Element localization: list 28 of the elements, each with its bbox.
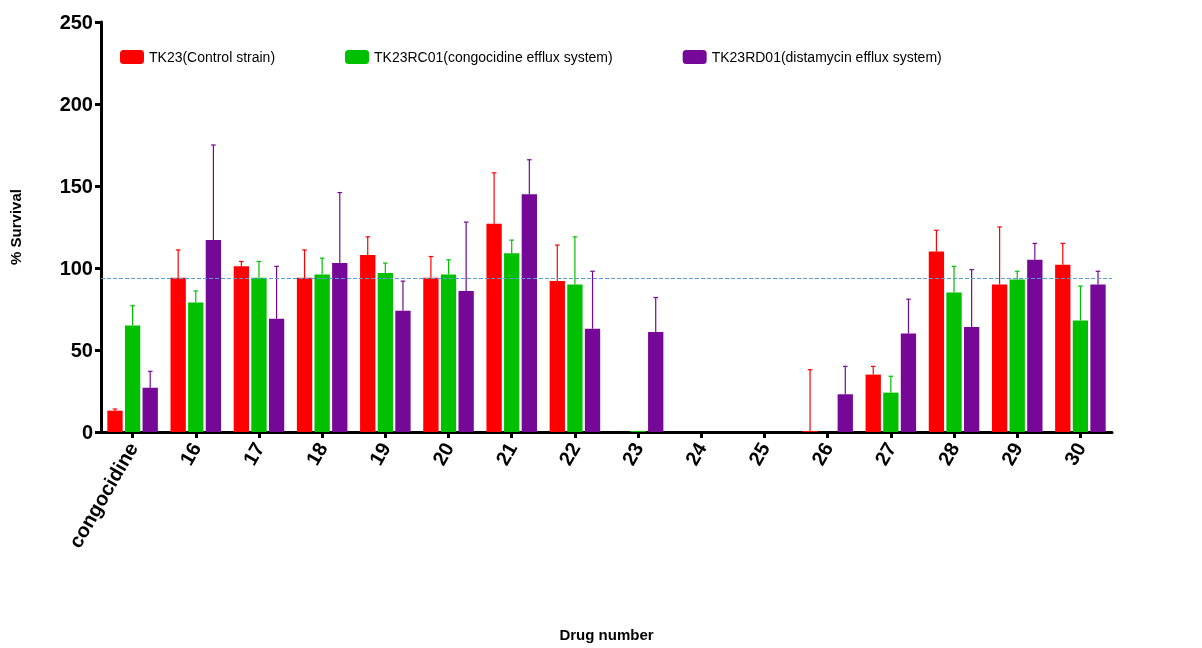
x-tick-label: 25 bbox=[743, 438, 774, 469]
x-tick-label: 22 bbox=[554, 438, 585, 469]
x-tick-label: 19 bbox=[364, 438, 395, 469]
x-tick-label: 18 bbox=[301, 438, 332, 469]
x-tick-label: 23 bbox=[617, 438, 648, 469]
legend-label: TK23RC01(congocidine efflux system) bbox=[374, 49, 613, 65]
y-tick-label: 100 bbox=[59, 257, 93, 279]
y-tick-label: 250 bbox=[59, 11, 93, 33]
y-tick-label: 50 bbox=[70, 339, 93, 361]
x-tick-label: 27 bbox=[870, 438, 901, 469]
legend-label: TK23RD01(distamycin efflux system) bbox=[711, 49, 942, 65]
x-tick-label: 17 bbox=[238, 438, 269, 469]
x-tick-label: 16 bbox=[175, 438, 206, 469]
x-tick-label: 28 bbox=[933, 438, 964, 469]
x-tick-label: 21 bbox=[491, 438, 522, 469]
legend-label: TK23(Control strain) bbox=[149, 49, 276, 65]
x-tick-label: 20 bbox=[427, 438, 459, 469]
bar bbox=[107, 410, 123, 432]
x-tick-label: 29 bbox=[996, 438, 1027, 469]
x-axis-title: Drug number bbox=[559, 626, 654, 643]
y-axis-title: % Survival bbox=[7, 189, 24, 265]
x-tick-label: 26 bbox=[807, 438, 838, 469]
bar bbox=[233, 266, 250, 432]
y-tick-label: 150 bbox=[59, 175, 93, 197]
y-tick-label: 0 bbox=[81, 421, 93, 443]
x-tick-label: 30 bbox=[1059, 438, 1090, 469]
x-tick-label: 24 bbox=[680, 438, 711, 469]
y-tick-label: 200 bbox=[59, 93, 93, 115]
